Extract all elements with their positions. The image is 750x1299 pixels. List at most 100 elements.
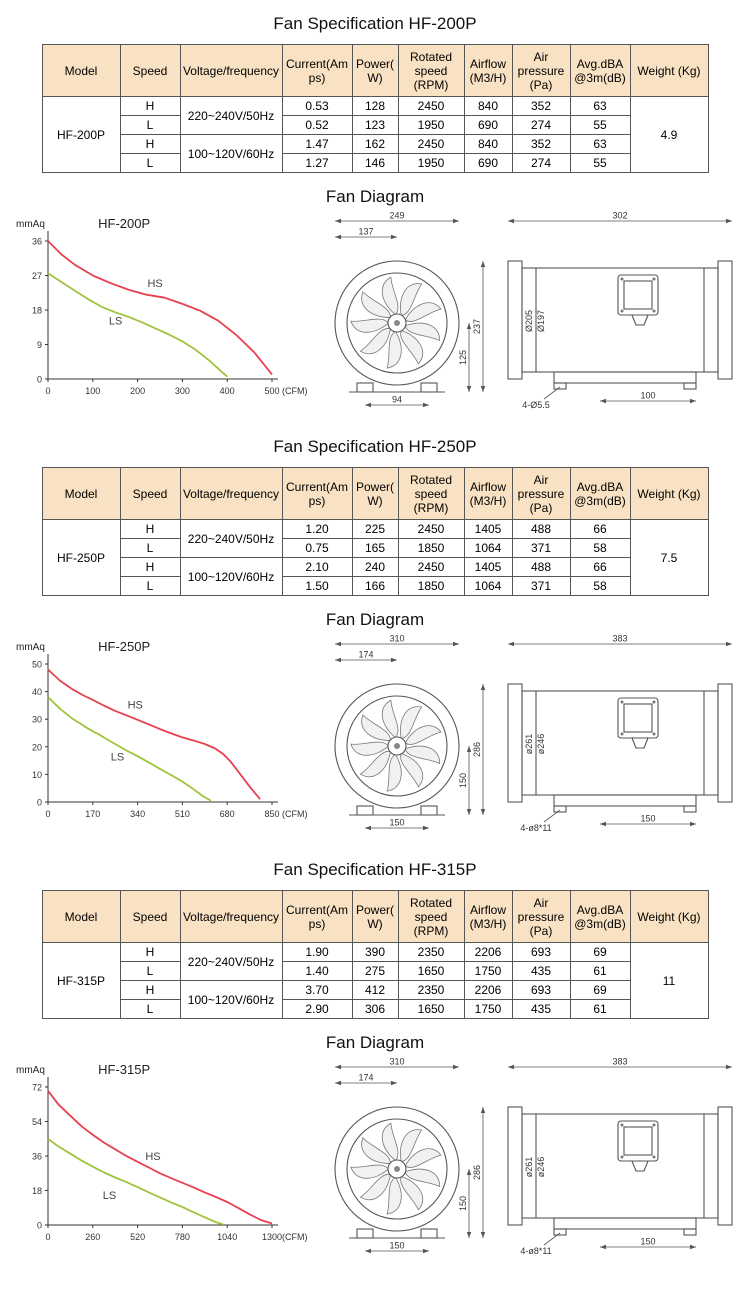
header-voltage: Voltage/frequency: [179, 467, 283, 520]
cell-model: HF-315P: [41, 942, 121, 1019]
header-weight: Weight (Kg): [629, 890, 709, 943]
cell-rpm: 2450: [397, 134, 465, 154]
svg-text:ø246: ø246: [536, 1157, 546, 1178]
fan-side-view-drawing: 302 Ø205 Ø197 4-Ø5.5 100: [507, 211, 733, 410]
table-row: H 100~120V/60Hz 2.10 240 2450 1405 488 6…: [42, 557, 708, 596]
table-row: H 100~120V/60Hz 3.70 412 2350 2206 693 6…: [42, 980, 708, 1019]
svg-text:36: 36: [32, 237, 42, 247]
cell-speed: L: [119, 538, 181, 558]
cell-power: 306: [351, 999, 399, 1019]
svg-text:ø261: ø261: [524, 1157, 534, 1178]
svg-text:170: 170: [85, 809, 100, 819]
table-row: L 2.90 306 1650 1750 435 61: [42, 999, 708, 1019]
cell-rpm: 1650: [397, 961, 465, 981]
svg-text:HF-200P: HF-200P: [98, 216, 150, 231]
fan-front-view-drawing: 310 174 286 150 150: [334, 634, 486, 831]
svg-text:400: 400: [220, 386, 235, 396]
header-weight: Weight (Kg): [629, 467, 709, 520]
cell-airflow: 840: [463, 96, 513, 116]
cell-current: 0.75: [281, 538, 353, 558]
svg-text:100: 100: [640, 391, 655, 401]
cell-speed: H: [119, 519, 181, 539]
cell-airflow: 690: [463, 115, 513, 135]
svg-text:150: 150: [640, 1237, 655, 1247]
cell-current: 2.10: [281, 557, 353, 577]
svg-text:0: 0: [37, 798, 42, 808]
header-airflow: Airflow (M3/H): [463, 467, 513, 520]
header-pressure: Air pressure (Pa): [511, 44, 571, 97]
cell-dba: 61: [569, 999, 631, 1019]
cell-current: 1.50: [281, 576, 353, 596]
svg-text:18: 18: [32, 1186, 42, 1196]
spec-title: Fan Specification HF-250P: [273, 437, 477, 456]
cell-pressure: 488: [511, 557, 571, 577]
fan-side-view-drawing: 383 ø261 ø246 4-ø8*11 150: [507, 1057, 733, 1256]
cell-power: 275: [351, 961, 399, 981]
cell-speed: H: [119, 980, 181, 1000]
section-hf-200p: Fan Specification HF-200P Model Speed Vo…: [0, 14, 750, 417]
cell-speed: L: [119, 576, 181, 596]
header-model: Model: [41, 890, 121, 943]
cell-speed: H: [119, 942, 181, 962]
spec-title: Fan Specification HF-200P: [273, 14, 477, 33]
svg-text:383: 383: [612, 634, 627, 644]
svg-text:mmAq: mmAq: [16, 219, 45, 230]
section-hf-315p: Fan Specification HF-315P Model Speed Vo…: [0, 860, 750, 1263]
svg-text:LS: LS: [103, 1190, 116, 1202]
svg-text:780: 780: [175, 1232, 190, 1242]
cell-pressure: 352: [511, 96, 571, 116]
table-row: HF-315P H 220~240V/50Hz 1.90 390 2350 22…: [41, 942, 709, 1019]
cell-pressure: 274: [511, 153, 571, 173]
cell-dba: 58: [569, 576, 631, 596]
cell-rpm: 2350: [397, 980, 465, 1000]
svg-text:72: 72: [32, 1083, 42, 1093]
cell-speed: L: [119, 961, 181, 981]
performance-chart-hf-250p: mmAq HF-250P 0 10 20 30 40 50 0 170 340 510 680 850 (C…: [16, 639, 308, 819]
performance-chart-hf-315p: mmAq HF-315P 0 18 36 54 72 0 260 520 780 1040 1300 (C…: [16, 1062, 308, 1242]
table-row: L 0.52 123 1950 690 274 55: [42, 115, 708, 135]
performance-chart-hf-200p: mmAq HF-200P 0 9 18 27 36 0 100 200 300 400 500 (CFM)…: [16, 216, 308, 396]
header-voltage: Voltage/frequency: [179, 890, 283, 943]
cell-power: 162: [351, 134, 399, 154]
datasheet-page: Fan Specification HF-200P Model Speed Vo…: [0, 14, 750, 1263]
cell-airflow: 1064: [463, 576, 513, 596]
svg-text:40: 40: [32, 687, 42, 697]
svg-text:302: 302: [612, 211, 627, 221]
svg-text:30: 30: [32, 715, 42, 725]
svg-text:850: 850: [264, 809, 279, 819]
spec-table-hf-250p: Model Speed Voltage/frequency Current(Am…: [41, 467, 709, 596]
cell-voltage: 100~120V/60Hz: [179, 134, 283, 173]
svg-text:HS: HS: [145, 1151, 160, 1163]
cell-current: 3.70: [281, 980, 353, 1000]
cell-weight: 7.5: [629, 519, 709, 596]
spec-title: Fan Specification HF-315P: [273, 860, 477, 879]
svg-text:286: 286: [472, 1165, 482, 1180]
cell-dba: 55: [569, 153, 631, 173]
header-speed: Speed: [119, 44, 181, 97]
cell-rpm: 1650: [397, 999, 465, 1019]
header-power: Power(W): [351, 467, 399, 520]
cell-current: 1.90: [281, 942, 353, 962]
svg-text:174: 174: [358, 650, 373, 660]
diagram-row: mmAq HF-250P 0 10 20 30 40 50 0 170 340 510 680 850 (C…: [0, 634, 750, 840]
cell-rpm: 1950: [397, 115, 465, 135]
cell-speed: H: [119, 557, 181, 577]
cell-voltage: 220~240V/50Hz: [179, 942, 283, 981]
svg-text:9: 9: [37, 340, 42, 350]
cell-dba: 58: [569, 538, 631, 558]
svg-text:4-ø8*11: 4-ø8*11: [520, 823, 551, 833]
table-row: H 100~120V/60Hz 1.47 162 2450 840 352 63: [42, 134, 708, 173]
svg-text:237: 237: [472, 319, 482, 334]
svg-text:LS: LS: [109, 316, 122, 328]
cell-dba: 63: [569, 134, 631, 154]
cell-speed: L: [119, 153, 181, 173]
cell-power: 128: [351, 96, 399, 116]
cell-rpm: 2450: [397, 96, 465, 116]
table-row: L 1.27 146 1950 690 274 55: [42, 153, 708, 173]
cell-dba: 66: [569, 519, 631, 539]
cell-dba: 55: [569, 115, 631, 135]
cell-airflow: 1405: [463, 519, 513, 539]
header-rpm: Rotated speed (RPM): [397, 44, 465, 97]
diagram-title: Fan Diagram: [325, 610, 425, 629]
cell-power: 412: [351, 980, 399, 1000]
